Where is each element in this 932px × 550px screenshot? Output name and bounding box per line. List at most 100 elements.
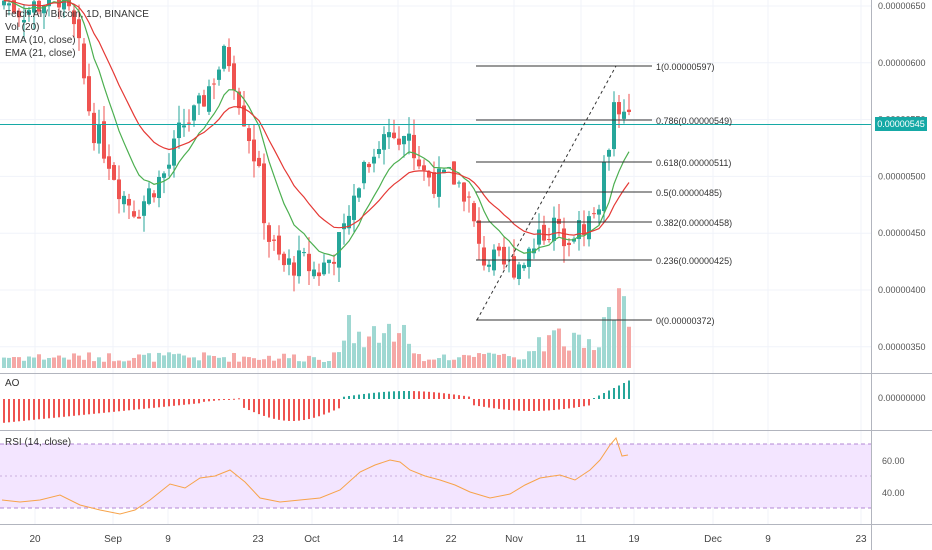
volume-bar	[197, 360, 201, 368]
ao-bar	[153, 399, 155, 408]
volume-bar	[362, 347, 366, 368]
volume-bar	[102, 361, 106, 368]
volume-bar	[107, 353, 111, 368]
volume-bar	[482, 354, 486, 368]
ao-bar	[123, 399, 125, 411]
legend-vol[interactable]: Vol (20)	[5, 22, 40, 33]
price-axis-label: 0.00000600	[878, 58, 926, 68]
ao-bar	[53, 399, 55, 418]
candle-body	[557, 218, 561, 224]
volume-bar	[507, 356, 511, 368]
ao-bar	[603, 393, 605, 399]
candle-body	[302, 252, 306, 254]
candle-body	[347, 215, 351, 229]
candles[interactable]	[2, 0, 631, 292]
ao-bar	[623, 383, 625, 399]
fib-trend-line[interactable]	[476, 65, 617, 321]
ao-pane-label[interactable]: AO	[5, 378, 20, 389]
ao-bar	[13, 399, 15, 422]
volume-bar	[112, 361, 116, 368]
candle-body	[22, 19, 26, 23]
rsi-line	[1, 437, 629, 515]
volume-bar	[347, 315, 351, 368]
ao-bar	[183, 399, 185, 405]
rsi-axis-40: 40.00	[882, 488, 905, 498]
candle-body	[427, 171, 431, 178]
candle-body	[337, 232, 341, 268]
volume-bar	[32, 357, 36, 368]
ao-bar	[228, 399, 230, 400]
candle-body	[162, 173, 166, 178]
candle-body	[487, 264, 491, 267]
candle-body	[417, 159, 421, 167]
volume-bar	[267, 355, 271, 368]
rsi-pane-label[interactable]: RSI (14, close)	[5, 437, 72, 448]
candle-body	[272, 239, 276, 241]
volume-bar	[602, 317, 606, 368]
candle-body	[17, 10, 21, 18]
candle-body	[352, 195, 356, 220]
ao-bar	[473, 399, 475, 406]
volume-bar	[292, 354, 296, 368]
ao-bar	[608, 390, 610, 399]
candle-body	[247, 128, 251, 142]
ao-bar	[553, 399, 555, 411]
volume-bar	[462, 354, 466, 368]
legend-ema21[interactable]: EMA (21, close)	[5, 48, 76, 59]
volume-bar	[367, 336, 371, 368]
volume-bar	[327, 361, 331, 368]
ao-bar	[378, 392, 380, 399]
candle-body	[542, 224, 546, 241]
volume-bar	[152, 361, 156, 368]
ao-bar	[618, 385, 620, 399]
ao-bar	[298, 399, 300, 421]
volume-bar	[57, 355, 61, 368]
ao-bar	[518, 399, 520, 411]
legend-ema10[interactable]: EMA (10, close)	[5, 35, 76, 46]
volume-bar	[12, 357, 16, 368]
candle-body	[382, 134, 386, 150]
volume-bar	[132, 357, 136, 368]
candle-body	[607, 149, 611, 157]
candle-body	[222, 45, 226, 69]
candle-body	[292, 262, 296, 276]
volume-bar	[287, 358, 291, 368]
ao-bar	[148, 399, 150, 409]
volume-bar	[527, 351, 531, 368]
ao-bar	[573, 399, 575, 408]
candle-body	[42, 5, 46, 14]
candle-body	[177, 122, 181, 139]
ao-bar	[163, 399, 165, 407]
ao-bar	[133, 399, 135, 410]
ao-bar	[168, 399, 170, 407]
volume-bar	[242, 356, 246, 368]
volume-bar	[42, 359, 46, 368]
ao-bar	[453, 394, 455, 399]
candle-body	[182, 125, 186, 128]
volume-bar	[432, 359, 436, 368]
volume-bar	[202, 352, 206, 368]
volume-bar	[547, 335, 551, 368]
candle-body	[232, 63, 236, 91]
volume-bar	[72, 353, 76, 368]
time-axis-label: 19	[628, 534, 640, 545]
ao-bar	[523, 399, 525, 411]
ao-bar	[323, 399, 325, 415]
ao-bar	[3, 399, 5, 423]
ao-histogram	[3, 380, 630, 423]
candle-body	[237, 91, 241, 109]
volume-bar	[262, 359, 266, 368]
candle-body	[467, 196, 471, 198]
fib-retracement[interactable]: 1(0.00000597) 0.786(0.00000549) 0.618(0.00…	[476, 62, 732, 326]
volume-bar	[612, 319, 616, 368]
volume-bar	[117, 360, 121, 368]
ao-bar	[328, 399, 330, 413]
candle-body	[262, 163, 266, 224]
symbol-title[interactable]: Fetch.AI / Bitcoin, 1D, BINANCE	[5, 9, 149, 20]
ao-bar	[213, 399, 215, 401]
ao-bar	[28, 399, 30, 421]
volume-bar	[227, 361, 231, 368]
candle-body	[47, 0, 51, 7]
volume-bar	[127, 360, 131, 368]
